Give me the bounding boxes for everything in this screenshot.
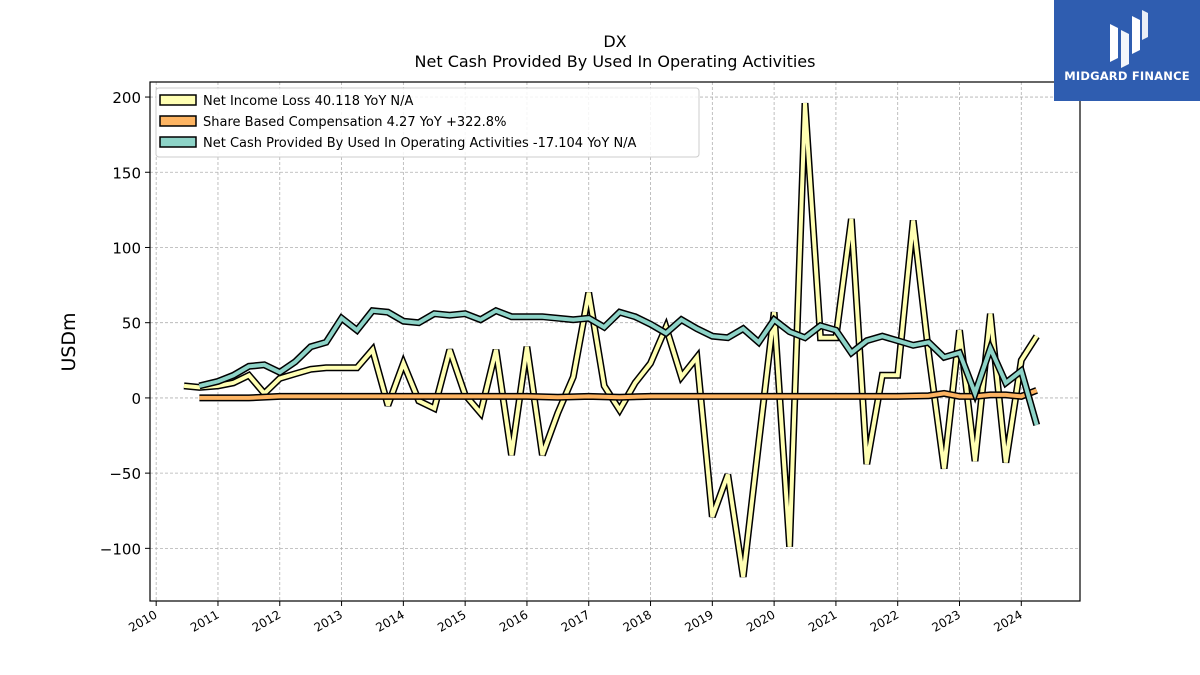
y-tick-label: 150 [112,164,141,182]
legend-swatch [159,94,197,106]
y-tick-label: 100 [112,239,141,257]
series-line-3 [198,308,1039,426]
y-tick-label: −50 [109,465,141,483]
chart-title: DX [603,32,626,51]
legend-label: Share Based Compensation 4.27 YoY +322.8… [203,115,506,130]
series-lines [183,102,1041,578]
legend-swatch [159,136,197,148]
series-line-1 [183,102,1039,578]
x-tick-label: 2013 [312,607,345,634]
x-tick-label: 2022 [868,607,901,634]
legend-label: Net Cash Provided By Used In Operating A… [203,136,637,151]
x-tick-label: 2024 [991,607,1024,634]
chart-subtitle: Net Cash Provided By Used In Operating A… [415,52,816,71]
legend-swatch [159,115,197,127]
y-tick-label: 200 [112,89,141,107]
x-tick-label: 2018 [621,607,654,634]
legend: Net Income Loss 40.118 YoY N/A Share Base… [155,87,700,158]
series-line-2 [199,388,1038,400]
series-line-outline [183,102,1040,578]
y-axis-label: USDm [58,312,80,371]
x-tick-label: 2016 [497,607,530,634]
x-tick-label: 2010 [126,607,159,634]
x-tick-label: 2020 [744,607,777,634]
legend-label: Net Income Loss 40.118 YoY N/A [203,94,414,109]
x-axis: 2010 2011 2012 2013 2014 2015 2016 2017 2018 2019… [126,601,1025,635]
y-axis: −100 −50 0 50 100 150 200 [100,89,150,558]
logo-mark-icon [1110,10,1148,68]
plot-area-frame [149,81,1081,602]
midgard-finance-logo: MIDGARD FINANCE [1054,0,1200,101]
y-tick-label: −100 [100,540,141,558]
logo-text: MIDGARD FINANCE [1064,69,1190,83]
legend-box [155,87,700,158]
x-tick-label: 2015 [435,607,468,634]
y-tick-label: 0 [131,390,141,408]
x-tick-label: 2014 [373,607,406,634]
x-tick-label: 2023 [930,607,963,634]
x-tick-label: 2017 [559,607,592,634]
x-tick-label: 2012 [250,607,283,634]
x-tick-label: 2021 [806,607,839,634]
x-tick-label: 2019 [682,607,715,634]
y-tick-label: 50 [122,315,141,333]
grid-lines [150,82,1080,601]
x-tick-label: 2011 [188,607,221,634]
